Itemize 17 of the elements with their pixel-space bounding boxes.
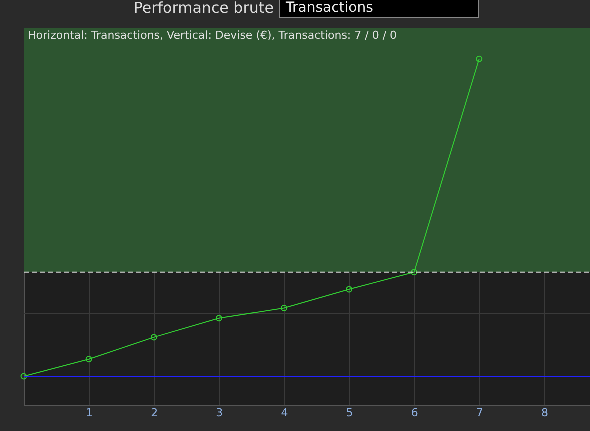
x-tick-label: 4 — [281, 406, 288, 420]
point — [411, 269, 418, 276]
x-tick-label: 8 — [541, 406, 548, 420]
point — [280, 305, 288, 312]
x-tick-label: 7 — [476, 406, 484, 420]
text: Horizontal: Transactions, Vertical: Devise (€), Transactions: 7 / 0 / 0 — [28, 29, 398, 42]
x-tick-label: 2 — [151, 406, 158, 420]
chart-title: Performance brute — [134, 0, 274, 17]
x-tick-label: 6 — [411, 406, 418, 420]
x-tick-label: 3 — [216, 406, 224, 420]
text: Transactions — [285, 0, 374, 16]
x-tick-label: 1 — [86, 406, 94, 420]
point — [86, 356, 92, 363]
point — [346, 286, 353, 293]
x-tick-label: 5 — [346, 406, 354, 420]
point — [216, 315, 222, 322]
point — [150, 334, 158, 341]
